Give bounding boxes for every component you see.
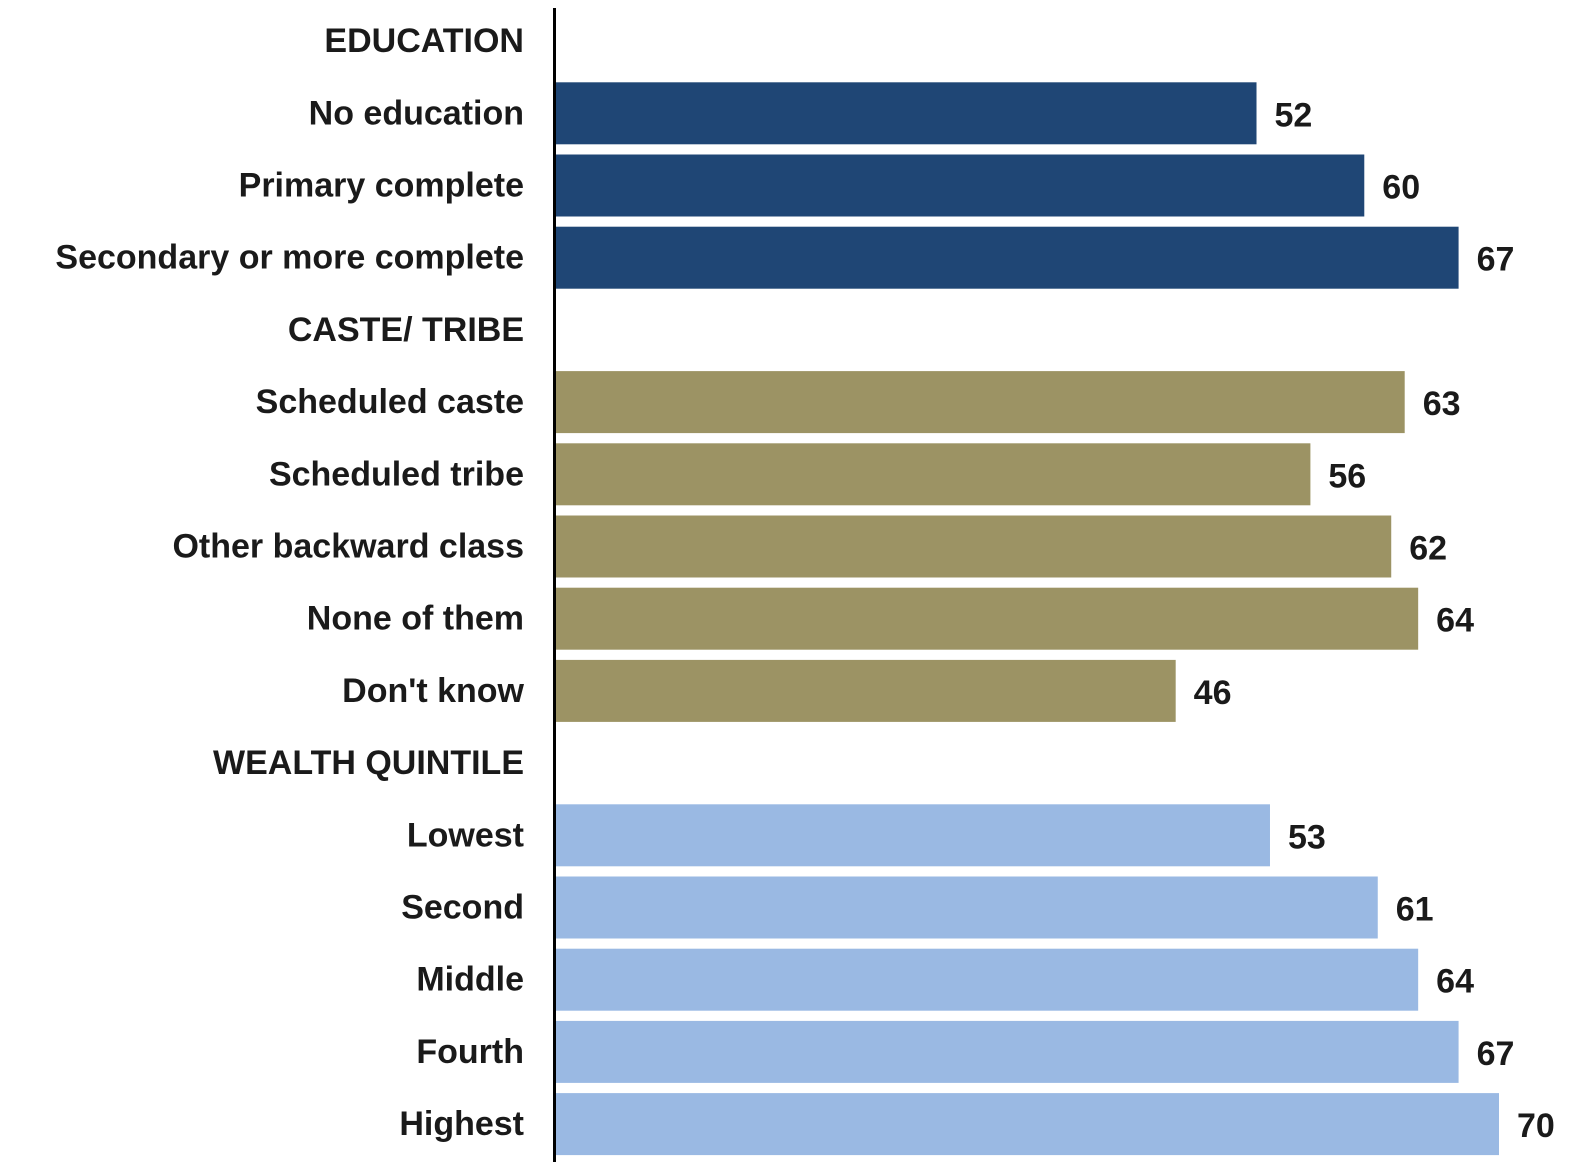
data-label-scheduled-tribe: 56 bbox=[1328, 457, 1366, 495]
category-label-secondary-or-more-complete: Secondary or more complete bbox=[55, 239, 524, 277]
category-label-primary-complete: Primary complete bbox=[239, 167, 524, 205]
category-label-scheduled-caste: Scheduled caste bbox=[256, 383, 524, 421]
category-label-second: Second bbox=[401, 889, 524, 927]
data-label-don-t-know: 46 bbox=[1194, 674, 1232, 712]
category-label-other-backward-class: Other backward class bbox=[172, 528, 524, 566]
bar-middle bbox=[556, 948, 1419, 1011]
bar-lowest bbox=[556, 804, 1270, 867]
data-label-fourth: 67 bbox=[1477, 1035, 1515, 1073]
bar-secondary-or-more-complete bbox=[556, 226, 1459, 289]
category-label-highest: Highest bbox=[399, 1105, 524, 1143]
group-heading-education: EDUCATION bbox=[324, 22, 524, 60]
data-label-other-backward-class: 62 bbox=[1409, 530, 1447, 568]
category-label-no-education: No education bbox=[309, 94, 524, 132]
category-label-don-t-know: Don't know bbox=[342, 672, 524, 710]
category-label-none-of-them: None of them bbox=[307, 600, 524, 638]
data-label-primary-complete: 60 bbox=[1382, 169, 1420, 207]
category-label-scheduled-tribe: Scheduled tribe bbox=[269, 455, 524, 493]
bar-highest bbox=[556, 1093, 1499, 1156]
bar-no-education bbox=[556, 82, 1257, 145]
bar-fourth bbox=[556, 1020, 1459, 1083]
bar-second bbox=[556, 876, 1378, 939]
group-heading-wealth-quintile: WEALTH QUINTILE bbox=[213, 744, 524, 782]
data-label-highest: 70 bbox=[1517, 1107, 1555, 1145]
data-label-none-of-them: 64 bbox=[1436, 602, 1474, 640]
bar-scheduled-tribe bbox=[556, 443, 1311, 506]
bar-primary-complete bbox=[556, 154, 1365, 217]
bar-other-backward-class bbox=[556, 515, 1392, 578]
data-label-scheduled-caste: 63 bbox=[1423, 385, 1461, 423]
category-label-middle: Middle bbox=[416, 961, 524, 999]
data-label-no-education: 52 bbox=[1275, 96, 1313, 134]
chart-rows: EDUCATION No education 52 Primary complete 6… bbox=[55, 22, 1555, 1156]
bar-none-of-them bbox=[556, 587, 1419, 650]
data-label-middle: 64 bbox=[1436, 963, 1474, 1001]
bar-don-t-know bbox=[556, 659, 1176, 722]
data-label-lowest: 53 bbox=[1288, 818, 1326, 856]
data-label-secondary-or-more-complete: 67 bbox=[1477, 241, 1515, 279]
category-label-fourth: Fourth bbox=[416, 1033, 524, 1071]
category-label-lowest: Lowest bbox=[407, 816, 524, 854]
data-label-second: 61 bbox=[1396, 891, 1434, 929]
bar-scheduled-caste bbox=[556, 371, 1405, 434]
group-heading-caste-tribe: CASTE/ TRIBE bbox=[288, 311, 524, 349]
